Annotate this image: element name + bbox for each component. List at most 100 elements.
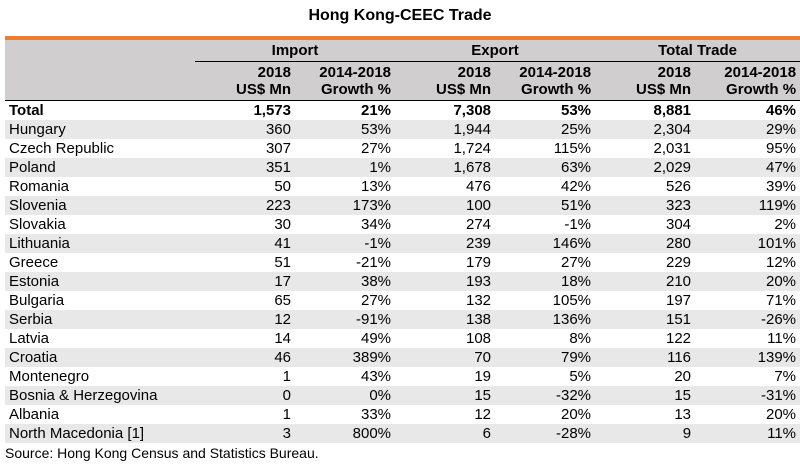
value-cell: -91% [295,310,396,329]
header-export: Export [395,40,596,62]
value-cell: 223 [195,196,295,215]
country-cell: North Macedonia [1] [5,424,195,443]
table-body: Total 1,573 21% 7,308 53% 8,881 46% Hungary 360 5… [5,101,800,443]
value-cell: 19 [474,368,492,385]
value-cell: 49% [360,330,392,347]
value-cell: 63% [495,158,596,177]
country-cell: Montenegro [9,368,90,385]
country-cell: Slovakia [9,216,66,233]
value-cell: 1,724 [453,140,492,157]
value-cell: 39% [766,178,797,195]
value-cell: 304 [666,216,692,233]
value-cell: 30 [274,216,291,233]
table-row: Lithuania 41 -1% 239 146% 280 101% [5,234,800,253]
table-row: Bosnia & Herzegovina 0 0% 15 -32% 15 -31% [5,386,800,405]
table-row: Greece 51 -21% 179 27% 229 12% [5,253,800,272]
value-cell: 122 [666,330,692,347]
country-cell: Total [9,102,44,119]
value-cell: 7,308 [453,102,492,119]
value-cell: 17 [195,272,295,291]
table-row: Slovakia 30 34% 274 -1% 304 2% [5,215,800,234]
value-cell: 274 [465,216,492,233]
country-cell: Estonia [5,272,195,291]
header-export-growth: 2014-2018 Growth % [495,61,596,101]
value-cell: 179 [465,254,492,271]
table-row: Albania 1 33% 12 20% 13 20% [5,405,800,424]
country-cell: Latvia [9,330,50,347]
value-cell: 197 [666,292,692,309]
value-cell: 3 [195,424,295,443]
table-row: Romania 50 13% 476 42% 526 39% [5,177,800,196]
value-cell: 526 [666,178,692,195]
value-cell: 18% [495,272,596,291]
value-cell: 42% [561,178,592,195]
value-cell: 51 [274,254,291,271]
value-cell: 9 [595,424,696,443]
value-cell: 119% [695,196,800,215]
value-cell: 476 [465,178,492,195]
value-cell: 5% [569,368,592,385]
value-cell: 12% [766,254,797,271]
value-cell: 116 [595,348,696,367]
value-cell: 101% [695,234,800,253]
value-cell: 27% [360,140,392,157]
value-cell: 46% [766,102,797,119]
value-cell: 70 [395,348,496,367]
header-total-trade: Total Trade [595,40,800,62]
table-title: Hong Kong-CEEC Trade [308,7,492,24]
value-cell: 132 [465,292,492,309]
value-cell: 27% [360,292,392,309]
value-cell: 15 [395,386,496,405]
header-import: Import [195,40,396,62]
country-cell: Poland [5,158,195,177]
value-cell: 7% [774,368,797,385]
value-cell: 53% [561,102,592,119]
country-cell: Croatia [5,348,195,367]
country-cell: Greece [9,254,59,271]
value-cell: 108 [465,330,492,347]
value-cell: 307 [265,140,291,157]
value-cell: -1% [295,234,396,253]
header-total-value: 2018 US$ Mn [595,61,696,101]
country-cell: Romania [9,178,70,195]
value-cell: 1,573 [253,102,291,119]
value-cell: 136% [495,310,596,329]
value-cell: 210 [595,272,696,291]
value-cell: 20% [766,406,797,423]
country-cell: Slovenia [5,196,195,215]
accent-rule [5,36,800,40]
value-cell: -31% [695,386,800,405]
value-cell: -26% [695,310,800,329]
value-cell: -1% [564,216,592,233]
value-cell: 8,881 [653,102,692,119]
header-total-growth: 2014-2018 Growth % [695,61,800,101]
value-cell: 1 [282,406,291,423]
value-cell: 20 [674,368,692,385]
value-cell: 11% [695,424,800,443]
value-cell: 53% [295,120,396,139]
value-cell: 38% [295,272,396,291]
table-row-total: Total 1,573 21% 7,308 53% 8,881 46% [5,101,800,121]
value-cell: 280 [595,234,696,253]
table-row: Montenegro 1 43% 19 5% 20 7% [5,367,800,386]
country-cell: Albania [9,406,60,423]
value-cell: 20% [695,272,800,291]
header-group-row: Import Export Total Trade [5,40,800,62]
table-row: Bulgaria 65 27% 132 105% 197 71% [5,291,800,310]
value-cell: 229 [666,254,692,271]
value-cell: 13 [674,406,692,423]
value-cell: 47% [695,158,800,177]
value-cell: 71% [766,292,797,309]
value-cell: 33% [360,406,392,423]
value-cell: 239 [395,234,496,253]
country-cell: Czech Republic [9,140,115,157]
value-cell: 21% [360,102,392,119]
value-cell: 12 [195,310,295,329]
value-cell: 11% [767,330,797,347]
value-cell: -21% [355,254,392,271]
table-row: Czech Republic 307 27% 1,724 115% 2,031 95% [5,139,800,158]
value-cell: 95% [766,140,797,157]
value-cell: 2,029 [595,158,696,177]
table-row: Croatia 46 389% 70 79% 116 139% [5,348,800,367]
value-cell: 8% [569,330,592,347]
